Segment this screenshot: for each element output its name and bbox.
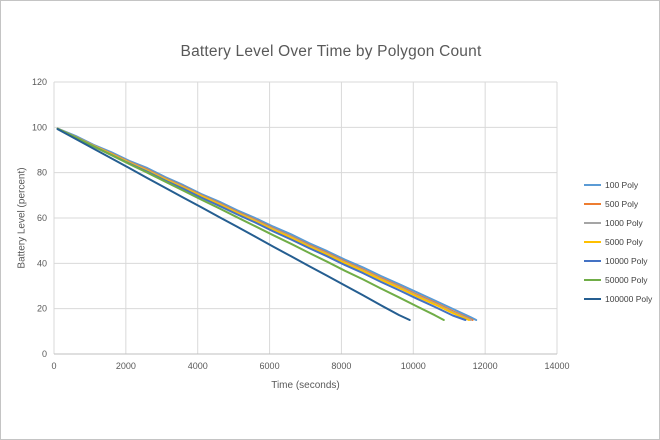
y-axis-title: Battery Level (percent) xyxy=(16,167,28,269)
legend-label: 1000 Poly xyxy=(605,217,643,228)
x-tick-label: 4000 xyxy=(188,361,208,371)
y-tick-label: 100 xyxy=(32,122,47,132)
legend-line-swatch xyxy=(584,297,601,300)
x-tick-label: 2000 xyxy=(116,361,136,371)
legend-item-10000-poly: 10000 Poly xyxy=(584,251,652,270)
legend-label: 5000 Poly xyxy=(605,236,643,247)
x-tick-label: 10000 xyxy=(401,361,426,371)
legend-label: 100 Poly xyxy=(605,179,639,190)
series-line-50000-poly xyxy=(56,127,445,321)
legend-line-swatch xyxy=(584,240,601,243)
legend-item-5000-poly: 5000 Poly xyxy=(584,232,652,251)
x-tick-label: 8000 xyxy=(331,361,351,371)
legend-item-500-poly: 500 Poly xyxy=(584,194,652,213)
legend-line-swatch xyxy=(584,221,601,224)
legend: 100 Poly 500 Poly 1000 Poly 5000 Poly 10… xyxy=(584,175,652,308)
y-tick-label: 120 xyxy=(32,77,47,87)
y-tick-label: 20 xyxy=(37,304,47,314)
legend-item-1000-poly: 1000 Poly xyxy=(584,213,652,232)
legend-line-swatch xyxy=(584,259,601,262)
x-tick-label: 14000 xyxy=(544,361,569,371)
y-tick-label: 80 xyxy=(37,168,47,178)
legend-line-swatch xyxy=(584,278,601,281)
legend-item-100-poly: 100 Poly xyxy=(584,175,652,194)
y-tick-label: 60 xyxy=(37,213,47,223)
series-line-100000-poly xyxy=(56,128,411,321)
chart-title: Battery Level Over Time by Polygon Count xyxy=(180,43,482,60)
legend-label: 500 Poly xyxy=(605,198,639,209)
legend-line-swatch xyxy=(584,202,601,205)
x-tick-label: 0 xyxy=(51,361,56,371)
x-tick-label: 6000 xyxy=(260,361,280,371)
legend-line-swatch xyxy=(584,183,601,186)
legend-label: 10000 Poly xyxy=(605,255,648,266)
x-axis-title: Time (seconds) xyxy=(271,380,340,391)
legend-label: 50000 Poly xyxy=(605,274,648,285)
y-tick-label: 0 xyxy=(42,349,47,359)
series-line-5000-poly xyxy=(56,127,470,321)
legend-label: 100000 Poly xyxy=(605,293,653,304)
legend-item-100000-poly: 100000 Poly xyxy=(584,289,652,308)
legend-item-50000-poly: 50000 Poly xyxy=(584,270,652,289)
y-tick-label: 40 xyxy=(37,258,47,268)
x-tick-label: 12000 xyxy=(473,361,498,371)
